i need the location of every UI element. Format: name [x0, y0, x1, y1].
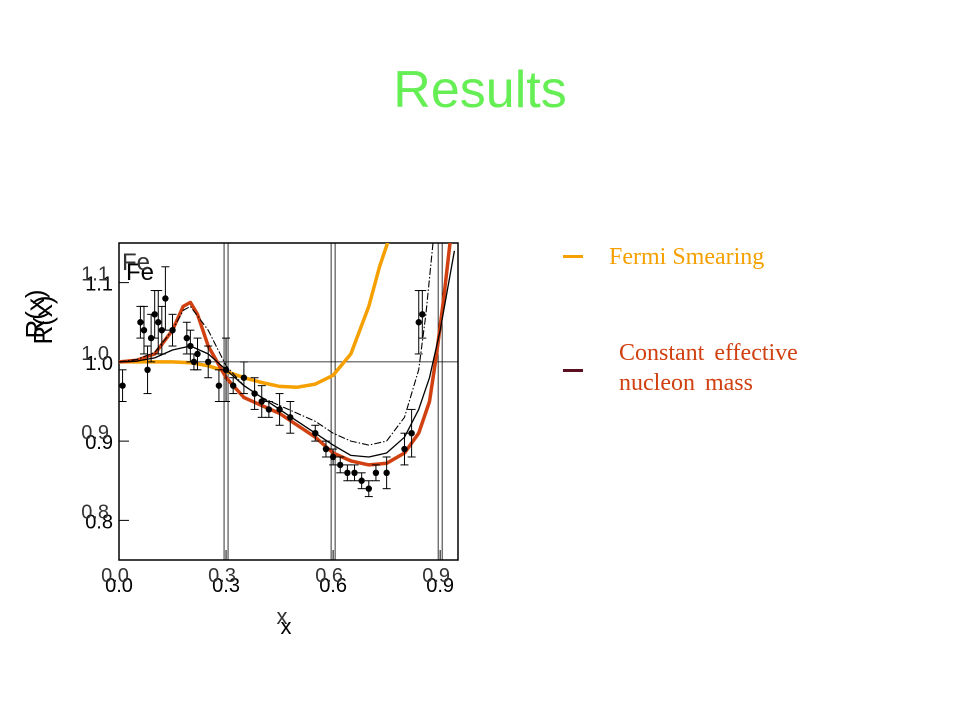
y-tick-label-3: 1.1 [85, 274, 113, 296]
series-line-2 [119, 250, 456, 458]
data-point-6 [155, 319, 162, 326]
data-point-31 [365, 485, 372, 492]
data-point-37 [419, 311, 426, 318]
x-tick-label-2: 0.6 [319, 575, 347, 597]
x-tick-label-0-shadow: 0.0 [101, 565, 129, 587]
y-tick-label-2-shadow: 1.0 [81, 343, 109, 365]
panel-label-shadow: Fe [122, 249, 150, 276]
data-point-27 [337, 461, 344, 469]
data-point-10 [183, 334, 190, 342]
data-point-9 [169, 326, 176, 334]
data-point-0 [119, 382, 126, 389]
data-point-19 [251, 390, 258, 397]
data-point-5 [151, 311, 158, 318]
x-axis-label: x [281, 614, 292, 639]
data-point-26 [329, 453, 337, 461]
data-point-17 [229, 382, 237, 389]
data-point-8 [162, 295, 169, 302]
x-tick-label-1: 0.3 [212, 575, 240, 597]
data-point-13 [194, 350, 201, 358]
y-tick-label-3-shadow: 1.1 [81, 264, 109, 286]
legend-label-fermi-smearing: Fermi Smearing [609, 244, 765, 270]
data-point-32 [372, 469, 380, 477]
data-point-36 [415, 319, 422, 326]
data-point-16 [222, 366, 230, 373]
y-axis-label-shadow: R(x) [20, 289, 50, 338]
data-point-23 [287, 414, 294, 421]
data-point-25 [322, 445, 330, 453]
data-point-29 [351, 469, 358, 477]
legend-swatch-constant-mass [563, 369, 583, 372]
data-point-18 [240, 374, 248, 381]
data-point-21 [265, 406, 273, 413]
data-point-30 [358, 477, 365, 484]
data-point-15 [215, 382, 223, 389]
x-axis-label-shadow: x [277, 604, 288, 629]
data-point-1 [137, 319, 144, 326]
data-point-2 [140, 326, 148, 334]
legend-swatch-fermi-smearing [563, 255, 583, 258]
x-tick-label-3-shadow: 0.9 [422, 565, 450, 587]
y-tick-label-1-shadow: 0.9 [81, 422, 109, 444]
data-point-24 [312, 430, 319, 437]
data-point-12 [190, 358, 198, 366]
data-point-33 [383, 469, 390, 477]
x-tick-label-2-shadow: 0.6 [315, 565, 343, 587]
data-point-35 [408, 430, 415, 437]
x-tick-label-1-shadow: 0.3 [208, 565, 236, 587]
x-tick-label-0: 0.0 [105, 575, 133, 597]
y-tick-label-0: 0.8 [85, 511, 113, 533]
series-line-0 [119, 243, 390, 389]
data-point-28 [344, 469, 351, 477]
y-tick-label-1: 0.9 [85, 432, 113, 454]
data-point-3 [144, 366, 151, 373]
x-tick-label-3: 0.9 [426, 575, 454, 597]
series-line-1 [119, 243, 452, 467]
y-tick-label-0-shadow: 0.8 [81, 501, 109, 523]
slide-title: Results [393, 61, 567, 119]
series-line-3 [119, 243, 434, 446]
data-point-22 [276, 406, 283, 413]
legend-label-constant-mass: Constant effective nucleon mass [619, 340, 798, 396]
data-point-20 [258, 398, 265, 405]
y-tick-label-2: 1.0 [85, 353, 113, 375]
y-axis-label: R(x) [28, 295, 58, 344]
data-point-11 [187, 342, 194, 350]
panel-label: Fe [126, 259, 154, 286]
data-point-34 [401, 445, 408, 453]
data-point-14 [205, 358, 212, 366]
